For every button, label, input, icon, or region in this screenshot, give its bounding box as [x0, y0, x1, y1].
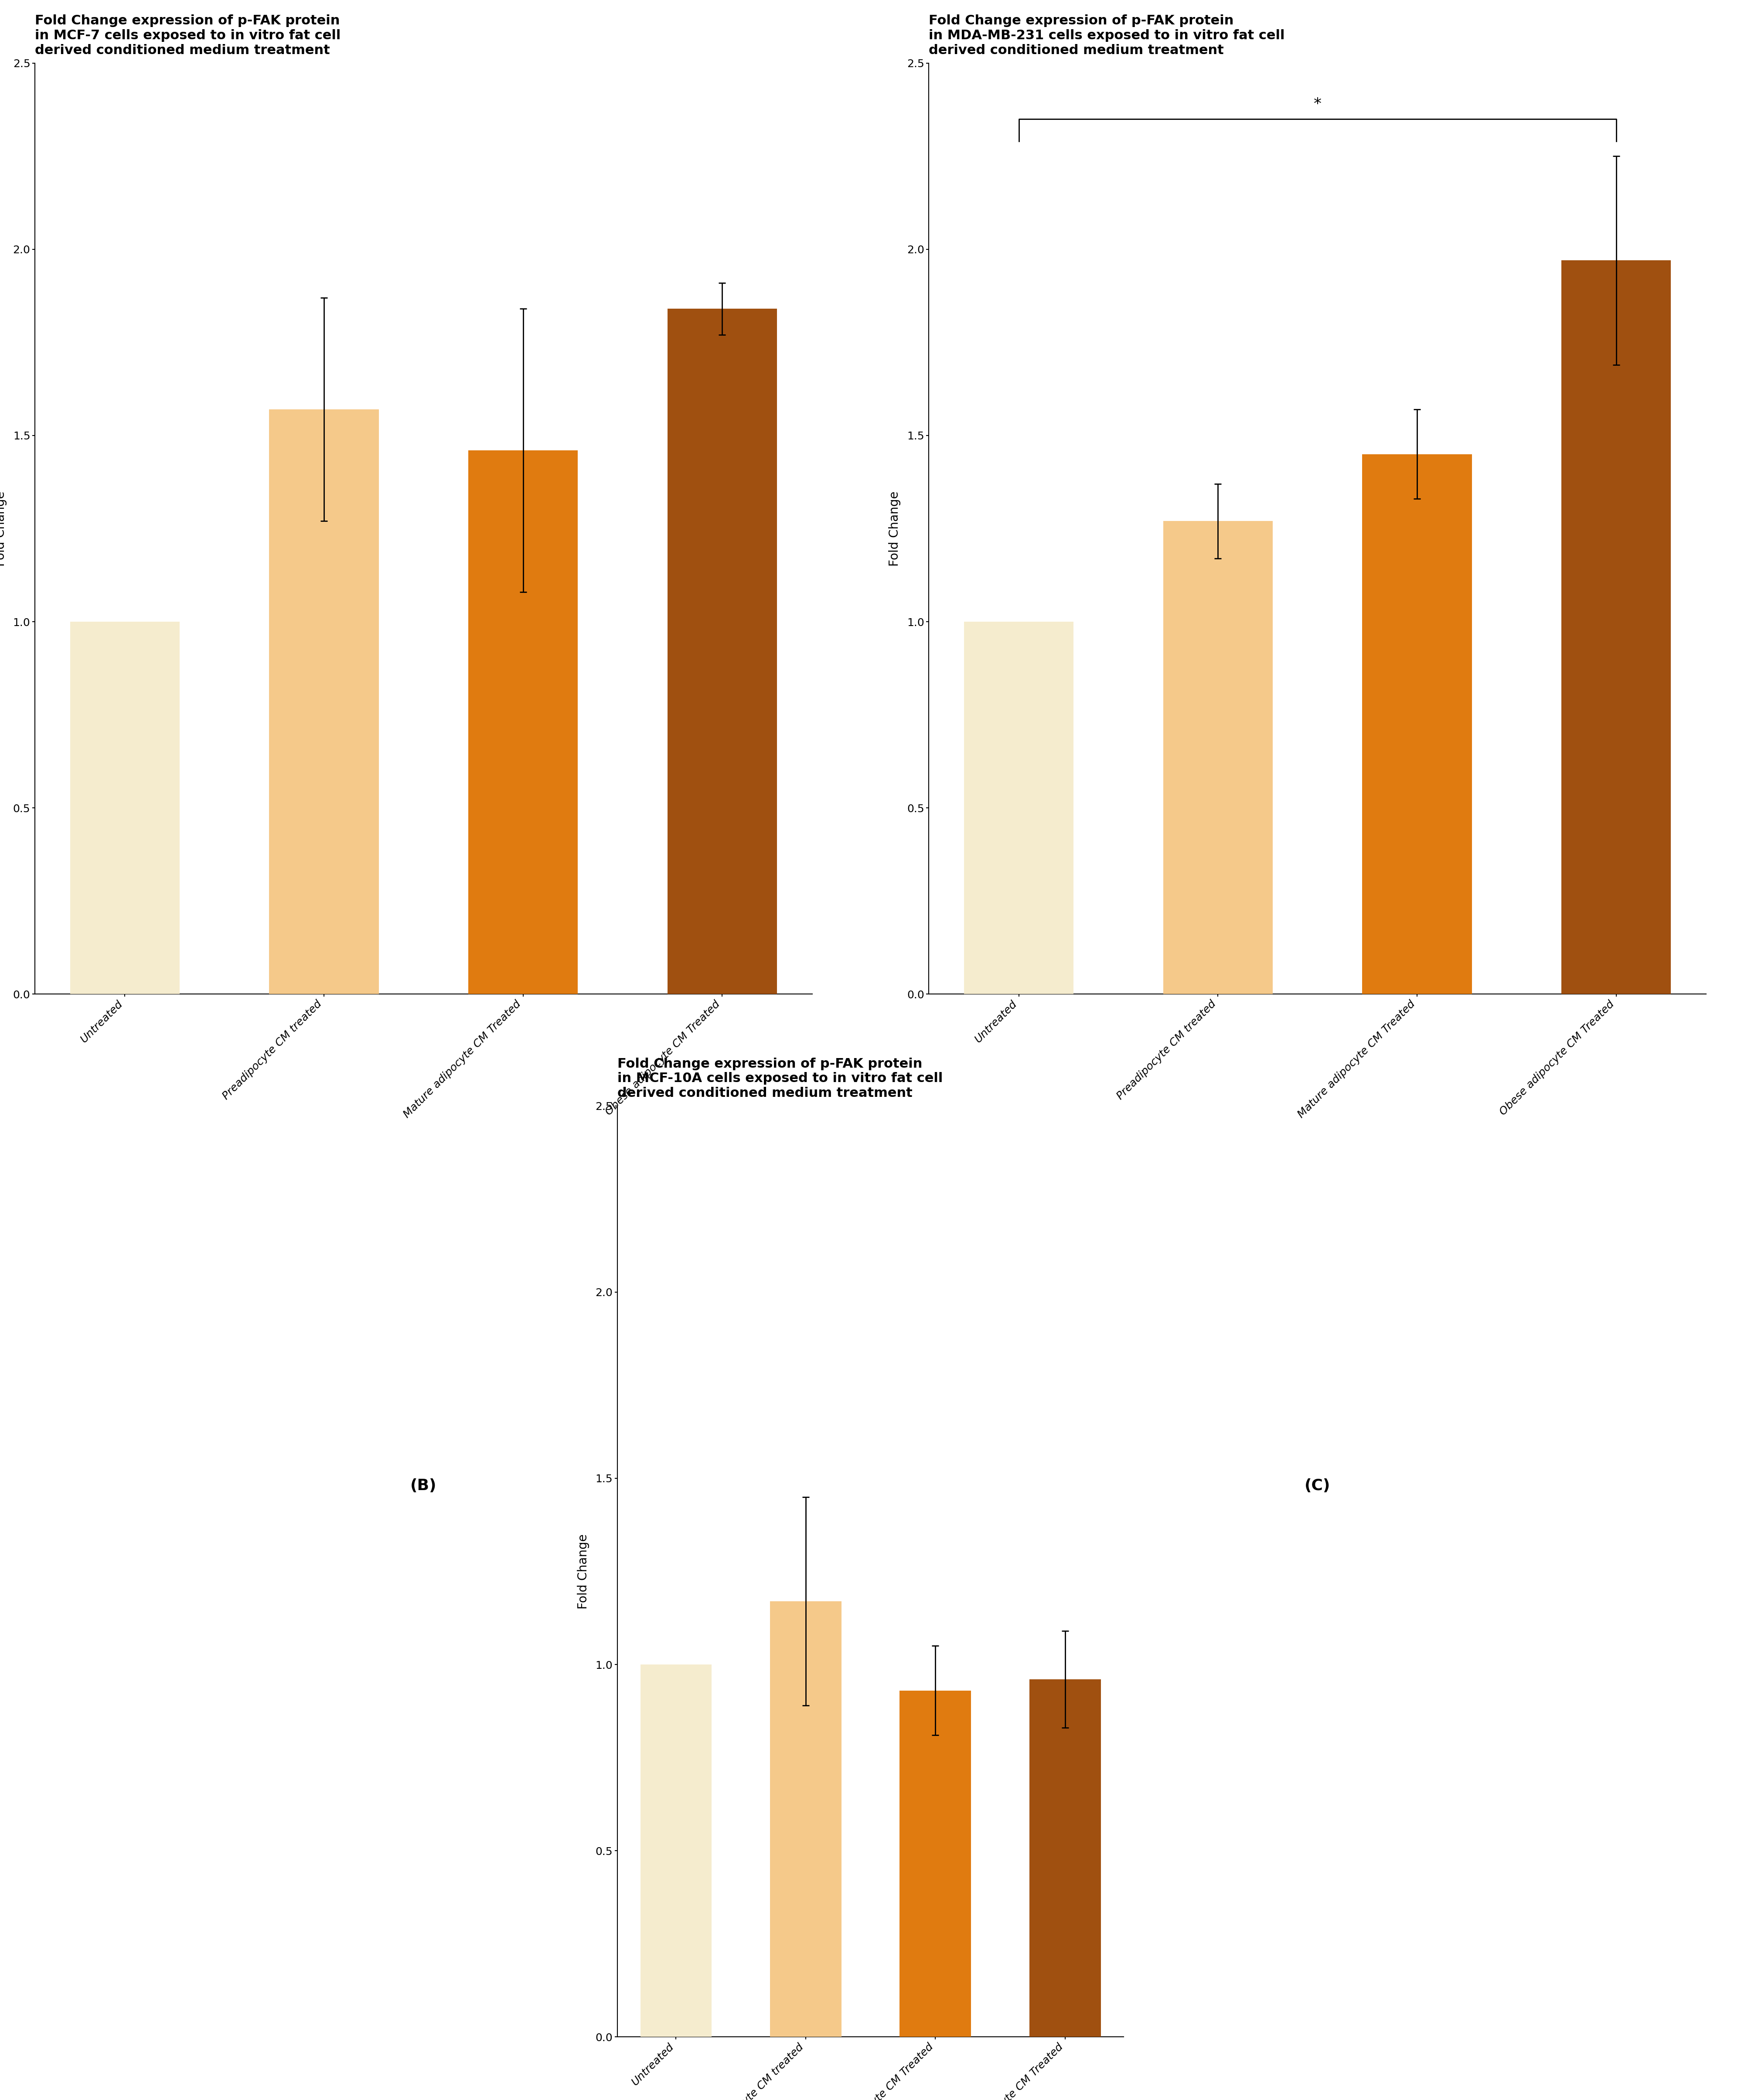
- Text: Fold Change expression of p-FAK protein
in MCF-10A cells exposed to in vitro fat: Fold Change expression of p-FAK protein …: [618, 1058, 942, 1100]
- Text: (B): (B): [411, 1478, 437, 1493]
- Y-axis label: Fold Change: Fold Change: [888, 491, 900, 567]
- Bar: [900, 1691, 971, 2037]
- Bar: [270, 410, 380, 993]
- Text: Fold Change expression of p-FAK protein
in MCF-7 cells exposed to in vitro fat c: Fold Change expression of p-FAK protein …: [35, 15, 341, 57]
- Y-axis label: Fold Change: Fold Change: [576, 1533, 588, 1609]
- Bar: [1361, 454, 1471, 993]
- Text: *: *: [1313, 97, 1321, 111]
- Bar: [1163, 521, 1273, 993]
- Bar: [770, 1600, 841, 2037]
- Bar: [667, 309, 776, 993]
- Bar: [1562, 260, 1671, 993]
- Bar: [1029, 1680, 1100, 2037]
- Bar: [70, 622, 179, 993]
- Text: Fold Change expression of p-FAK protein
in MDA-MB-231 cells exposed to in vitro : Fold Change expression of p-FAK protein …: [928, 15, 1285, 57]
- Text: (C): (C): [1304, 1478, 1330, 1493]
- Y-axis label: Fold Change: Fold Change: [0, 491, 7, 567]
- Bar: [965, 622, 1074, 993]
- Bar: [641, 1665, 712, 2037]
- Bar: [468, 449, 578, 993]
